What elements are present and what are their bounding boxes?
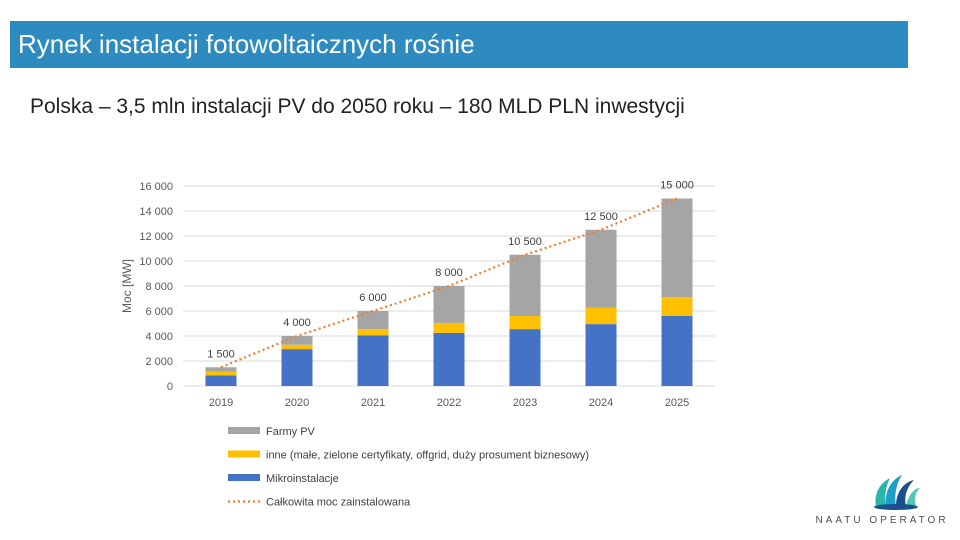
bar-farmy	[433, 286, 465, 323]
y-tick-label: 14 000	[139, 206, 173, 218]
bar-farmy	[281, 336, 313, 345]
data-label: 6 000	[359, 292, 387, 304]
y-tick-label: 12 000	[139, 231, 173, 243]
x-tick-label: 2025	[665, 397, 689, 409]
bar-farmy	[585, 229, 617, 308]
bar-inne	[433, 322, 465, 333]
y-tick-label: 6 000	[145, 306, 173, 318]
legend-label: Całkowita moc zainstalowana	[266, 497, 411, 509]
x-tick-label: 2024	[589, 397, 613, 409]
y-axis-label: Moc [MW]	[120, 259, 134, 313]
legend-swatch-farmy	[228, 427, 260, 434]
bar-mikro	[433, 332, 465, 386]
slide-title: Rynek instalacji fotowoltaicznych rośnie	[10, 21, 908, 68]
bar-inne	[205, 371, 237, 376]
x-tick-label: 2020	[285, 397, 309, 409]
legend-label: inne (małe, zielone certyfikaty, offgrid…	[266, 450, 589, 462]
bar-farmy	[509, 254, 541, 316]
legend-label: Farmy PV	[266, 426, 316, 438]
feather-headdress-icon	[874, 475, 920, 510]
bar-inne	[281, 344, 313, 350]
x-tick-label: 2019	[209, 397, 233, 409]
bar-mikro	[661, 316, 693, 386]
y-tick-label: 16 000	[139, 181, 173, 193]
bar-inne	[661, 297, 693, 316]
bar-inne	[585, 307, 617, 325]
x-tick-label: 2021	[361, 397, 385, 409]
x-tick-label: 2023	[513, 397, 537, 409]
logo-text: NAATU OPERATOR	[815, 515, 949, 526]
y-tick-label: 2 000	[145, 356, 173, 368]
bar-mikro	[585, 324, 617, 386]
legend-label: Mikroinstalacje	[266, 473, 339, 485]
data-label: 1 500	[207, 348, 235, 360]
bar-inne	[509, 316, 541, 330]
y-tick-label: 4 000	[145, 331, 173, 343]
data-label: 12 500	[584, 211, 618, 223]
legend-swatch-mikro	[228, 474, 260, 481]
bar-farmy	[661, 198, 693, 298]
bar-mikro	[509, 329, 541, 386]
y-tick-label: 8 000	[145, 281, 173, 293]
y-tick-label: 10 000	[139, 256, 173, 268]
bar-mikro	[205, 375, 237, 386]
bar-farmy	[205, 367, 237, 372]
slide-subtitle: Polska – 3,5 mln instalacji PV do 2050 r…	[30, 95, 685, 118]
company-logo: NAATU OPERATOR	[812, 470, 952, 530]
y-tick-label: 0	[167, 381, 173, 393]
data-label: 8 000	[435, 267, 463, 279]
legend-swatch-inne	[228, 450, 260, 458]
data-label: 15 000	[660, 180, 694, 192]
bar-mikro	[281, 349, 313, 386]
bar-inne	[357, 329, 389, 336]
x-tick-label: 2022	[437, 397, 461, 409]
bar-farmy	[357, 311, 389, 330]
data-label: 4 000	[283, 317, 311, 329]
data-label: 10 500	[508, 236, 542, 248]
bar-mikro	[357, 335, 389, 386]
